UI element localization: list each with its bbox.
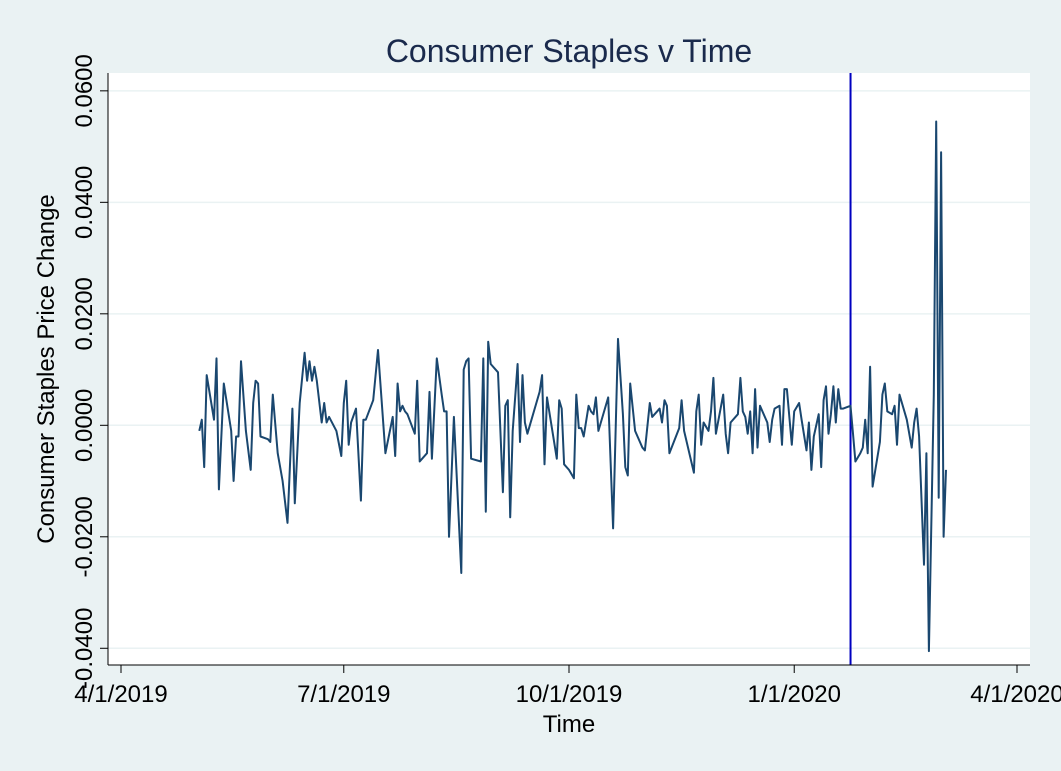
grid-lines [108,90,1030,650]
series-line [198,120,947,653]
plot-area [108,73,1030,665]
y-axis-title: Consumer Staples Price Change [33,194,60,544]
x-tick-label: 7/1/2019 [297,681,390,708]
y-tick-label: -0.0200 [71,496,98,577]
x-tick-label: 10/1/2019 [516,681,623,708]
x-tick-label: 4/1/2019 [74,681,167,708]
y-tick-label: 0.0400 [71,166,98,239]
x-tick-label: 1/1/2020 [748,681,841,708]
y-tick-label: 0.0200 [71,277,98,350]
y-tick-label: -0.0400 [71,608,98,689]
y-ticks: -0.0400 -0.0200 0.0000 0.0200 0.0400 0.0600 [71,54,108,689]
y-tick-label: 0.0000 [71,389,98,462]
x-axis-title: Time [543,711,595,738]
chart-title: Consumer Staples v Time [386,33,752,69]
y-tick-label: 0.0600 [71,54,98,127]
x-tick-label: 4/1/2020 [970,681,1061,708]
x-ticks: 4/1/2019 7/1/2019 10/1/2019 1/1/2020 4/1/202… [74,665,1061,708]
